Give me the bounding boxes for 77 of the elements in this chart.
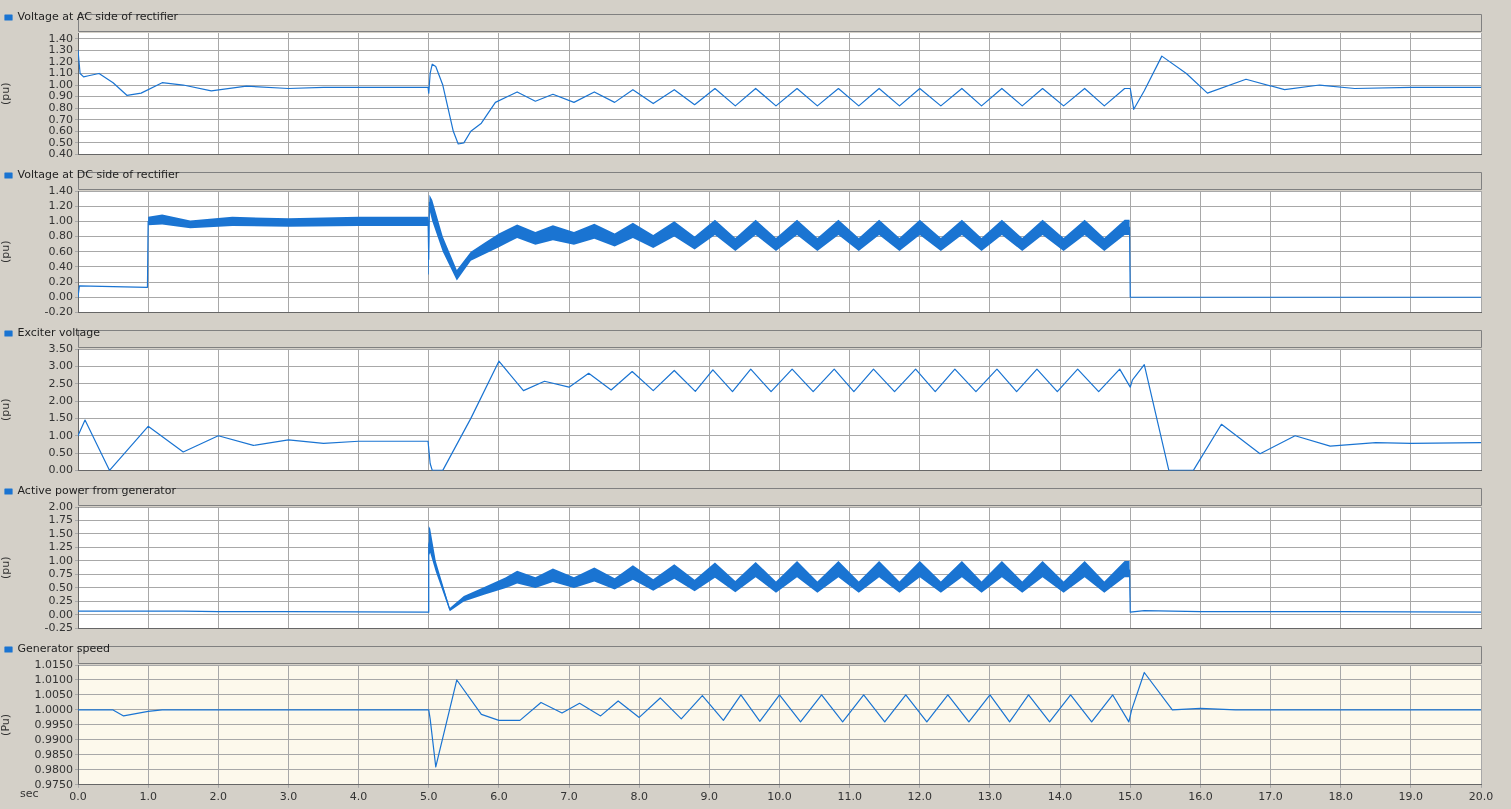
- x-tick-label: 3.0: [279, 790, 298, 804]
- y-tick-label: 3.00: [48, 359, 73, 373]
- y-tick-label: 1.00: [48, 214, 73, 228]
- y-tick-label: 0.9850: [34, 747, 73, 761]
- x-tick-label: 0.0: [69, 790, 87, 804]
- y-tick-label: 1.00: [48, 428, 73, 442]
- y-axis-title: (pu): [0, 240, 13, 263]
- x-tick-label: 12.0: [907, 790, 933, 804]
- legend-label: Exciter voltage: [17, 326, 101, 340]
- legend-label: Active power from generator: [17, 484, 177, 498]
- y-tick-label: 1.00: [48, 77, 73, 91]
- y-tick-label: 2.50: [48, 376, 73, 390]
- y-tick-label: 0.00: [48, 290, 73, 304]
- legend-label: Voltage at AC side of rectifier: [17, 10, 179, 24]
- x-tick-label: 1.0: [139, 790, 157, 804]
- x-tick-label: 15.0: [1118, 790, 1143, 804]
- y-tick-label: 1.0150: [34, 657, 73, 671]
- x-tick-label: 20.0: [1468, 790, 1494, 804]
- y-tick-label: 1.50: [48, 411, 73, 425]
- y-tick-label: 2.00: [48, 499, 73, 513]
- y-tick-label: 0.00: [48, 463, 73, 477]
- x-tick-label: 2.0: [209, 790, 228, 804]
- y-tick-label: -0.25: [44, 621, 73, 635]
- x-tick-label: 9.0: [700, 790, 719, 804]
- x-tick-label: 19.0: [1398, 790, 1424, 804]
- y-tick-label: 2.00: [48, 393, 73, 407]
- legend-label: Voltage at DC side of rectifier: [17, 168, 180, 182]
- y-tick-label: 1.20: [48, 199, 73, 213]
- y-tick-label: 0.50: [48, 135, 73, 149]
- x-tick-label: 7.0: [560, 790, 578, 804]
- x-tick-label: 14.0: [1047, 790, 1073, 804]
- y-tick-label: 0.40: [48, 147, 73, 161]
- y-tick-label: 0.9800: [34, 762, 73, 776]
- x-tick-label: 17.0: [1258, 790, 1283, 804]
- y-tick-label: -0.20: [44, 305, 73, 319]
- y-tick-label: 1.40: [48, 183, 73, 197]
- y-tick-label: 0.50: [48, 580, 73, 594]
- x-tick-label: 18.0: [1328, 790, 1353, 804]
- y-axis-title: (pu): [0, 398, 13, 421]
- y-tick-label: 0.9900: [34, 732, 73, 746]
- x-tick-label: 11.0: [837, 790, 862, 804]
- y-tick-label: 0.90: [48, 89, 73, 103]
- y-tick-label: 1.75: [48, 513, 73, 527]
- y-axis-title: (pu): [0, 82, 13, 105]
- x-tick-label: 4.0: [349, 790, 368, 804]
- y-tick-label: 0.60: [48, 244, 73, 258]
- y-axis-title: (Pu): [0, 713, 13, 736]
- y-tick-label: 1.20: [48, 54, 73, 68]
- x-tick-label: 10.0: [767, 790, 792, 804]
- y-tick-label: 0.80: [48, 229, 73, 243]
- y-tick-label: 1.0050: [34, 687, 73, 701]
- y-tick-label: 1.30: [48, 43, 73, 57]
- y-tick-label: 0.60: [48, 124, 73, 138]
- x-tick-label: 8.0: [630, 790, 648, 804]
- y-tick-label: 0.80: [48, 101, 73, 115]
- y-tick-label: 0.25: [48, 594, 73, 608]
- y-tick-label: 0.40: [48, 259, 73, 273]
- y-tick-label: 0.9950: [34, 717, 73, 731]
- y-tick-label: 0.50: [48, 445, 73, 459]
- x-tick-label: 16.0: [1188, 790, 1213, 804]
- y-tick-label: 0.20: [48, 274, 73, 288]
- x-tick-label: 5.0: [420, 790, 438, 804]
- y-tick-label: 0.70: [48, 112, 73, 126]
- y-tick-label: 1.25: [48, 540, 73, 554]
- y-axis-title: (pu): [0, 556, 13, 579]
- x-tick-label: 13.0: [977, 790, 1003, 804]
- y-tick-label: 1.50: [48, 526, 73, 540]
- y-tick-label: 1.10: [48, 66, 73, 80]
- y-tick-label: 0.00: [48, 607, 73, 621]
- y-tick-label: 1.0100: [34, 672, 73, 686]
- legend-label: Generator speed: [17, 642, 111, 656]
- y-tick-label: 1.40: [48, 31, 73, 45]
- y-tick-label: 1.00: [48, 553, 73, 567]
- y-tick-label: 1.0000: [34, 702, 73, 716]
- y-tick-label: 0.75: [48, 567, 73, 581]
- y-tick-label: 3.50: [48, 341, 73, 355]
- x-tick-label: 6.0: [490, 790, 508, 804]
